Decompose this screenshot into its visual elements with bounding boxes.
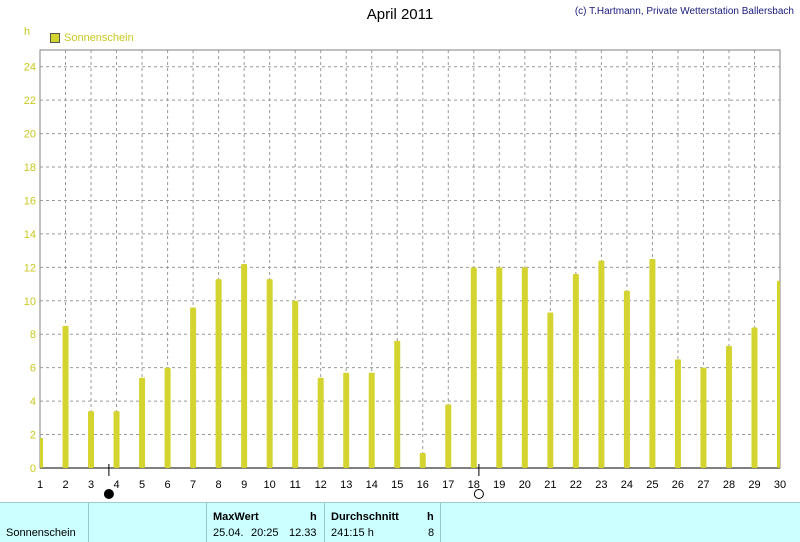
- bar: [88, 411, 95, 468]
- bar: [598, 260, 605, 468]
- bar: [572, 274, 579, 468]
- bar: [419, 452, 426, 468]
- bar: [725, 345, 732, 468]
- x-tick-label: 21: [544, 479, 556, 491]
- x-tick-label: 2: [62, 479, 68, 491]
- x-tick-label: 22: [570, 479, 582, 491]
- bar: [113, 411, 120, 468]
- avg-unit: h: [427, 511, 434, 523]
- bar: [139, 377, 146, 468]
- new-moon-icon: [103, 489, 114, 499]
- bar: [292, 300, 299, 468]
- max-value: 12.33: [289, 527, 317, 539]
- bar: [368, 372, 375, 468]
- bar: [445, 404, 452, 468]
- x-tick-label: 26: [672, 479, 684, 491]
- y-tick-label: 2: [30, 430, 36, 442]
- bar: [190, 307, 197, 468]
- full-moon-icon: [473, 489, 484, 499]
- chart-title: April 2011: [366, 6, 434, 23]
- avg-value: 8: [428, 527, 435, 539]
- avg-header: Durchschnitt: [331, 511, 399, 523]
- y-tick-label: 18: [24, 162, 36, 174]
- y-tick-label: 22: [24, 95, 36, 107]
- bar: [343, 372, 350, 468]
- bar: [700, 367, 707, 468]
- y-tick-label: 12: [24, 262, 36, 274]
- bar: [649, 259, 656, 468]
- bar: [62, 325, 69, 468]
- x-tick-label: 19: [493, 479, 505, 491]
- bar: [394, 340, 401, 468]
- x-tick-label: 24: [621, 479, 633, 491]
- legend-swatch: [50, 33, 60, 43]
- x-tick-label: 16: [417, 479, 429, 491]
- y-tick-label: 24: [24, 62, 36, 74]
- x-tick-label: 9: [241, 479, 247, 491]
- y-tick-label: 8: [30, 329, 36, 341]
- y-tick-label: 20: [24, 129, 36, 141]
- x-tick-label: 5: [139, 479, 145, 491]
- x-tick-label: 29: [748, 479, 760, 491]
- legend-label: Sonnenschein: [64, 32, 134, 44]
- bar: [623, 290, 630, 468]
- x-tick-label: 4: [113, 479, 119, 491]
- max-date: 25.04.: [213, 527, 244, 539]
- x-tick-label: 14: [366, 479, 378, 491]
- y-tick-label: 10: [24, 296, 36, 308]
- x-tick-label: 20: [519, 479, 531, 491]
- x-tick-label: 28: [723, 479, 735, 491]
- bar: [521, 267, 528, 468]
- bar: [164, 367, 171, 468]
- legend: Sonnenschein: [50, 32, 134, 44]
- bar: [40, 437, 43, 468]
- bar: [751, 327, 758, 468]
- x-tick-label: 7: [190, 479, 196, 491]
- x-tick-label: 23: [595, 479, 607, 491]
- bar: [241, 264, 248, 468]
- y-tick-label: 4: [30, 396, 36, 408]
- footer-series-name: Sonnenschein: [6, 527, 76, 539]
- x-tick-label: 8: [216, 479, 222, 491]
- y-tick-label: 6: [30, 363, 36, 375]
- x-tick-label: 30: [774, 479, 786, 491]
- max-unit: h: [310, 511, 317, 523]
- footer-avg-cell: Durchschnitt h 241:15 h 8: [324, 503, 441, 542]
- x-tick-label: 15: [391, 479, 403, 491]
- bar: [674, 359, 681, 468]
- y-tick-label: 14: [24, 229, 36, 241]
- y-tick-label: 0: [30, 463, 36, 475]
- x-tick-label: 18: [468, 479, 480, 491]
- x-tick-label: 27: [697, 479, 709, 491]
- bar: [777, 280, 780, 468]
- x-tick-label: 6: [165, 479, 171, 491]
- stats-footer: Sonnenschein MaxWert h 25.04. 20:25 12.3…: [0, 502, 800, 542]
- footer-max-cell: MaxWert h 25.04. 20:25 12.33: [206, 503, 325, 542]
- bar: [266, 279, 273, 468]
- bar: [470, 267, 477, 468]
- x-tick-label: 10: [264, 479, 276, 491]
- bar: [496, 267, 503, 468]
- x-tick-label: 12: [315, 479, 327, 491]
- y-unit-label: h: [24, 26, 31, 38]
- x-tick-label: 17: [442, 479, 454, 491]
- bar: [317, 377, 324, 468]
- x-tick-label: 3: [88, 479, 94, 491]
- footer-divider: [440, 503, 441, 542]
- y-tick-label: 16: [24, 195, 36, 207]
- max-header: MaxWert: [213, 511, 259, 523]
- x-tick-label: 11: [289, 479, 300, 491]
- credit-text: (c) T.Hartmann, Private Wetterstation Ba…: [574, 6, 794, 17]
- x-tick-label: 25: [646, 479, 658, 491]
- max-time: 20:25: [251, 527, 279, 539]
- bar: [215, 279, 222, 468]
- x-tick-label: 1: [37, 479, 43, 491]
- x-tick-label: 13: [340, 479, 352, 491]
- bar: [547, 312, 554, 468]
- plot-frame: [39, 49, 781, 469]
- avg-total: 241:15 h: [331, 527, 374, 539]
- footer-empty-cell: [88, 503, 207, 542]
